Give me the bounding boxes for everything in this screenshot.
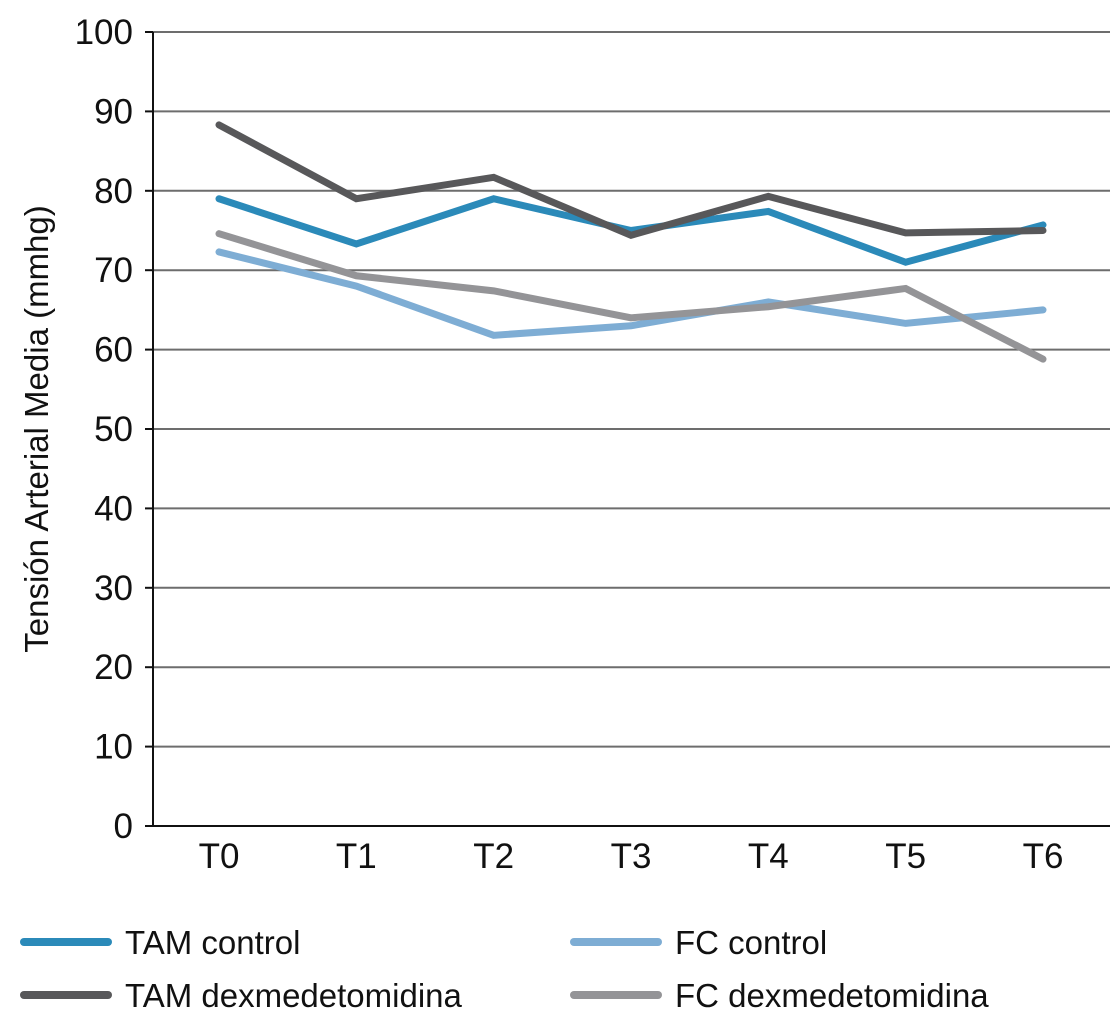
legend-item-tam-dexmedetomidina: TAM dexmedetomidina [20,977,463,1014]
legend-item-fc-dexmedetomidina: FC dexmedetomidina [570,977,989,1014]
legend: TAM control FC control TAM dexmedetomidina… [20,924,989,1014]
series-line-tam-dexmedetomidina [215,121,1047,239]
legend-label: TAM dexmedetomidina [125,977,463,1014]
y-tick-label: 0 [114,807,133,846]
y-tick-label: 100 [75,13,133,52]
y-tick-labels: 0 10 20 30 40 50 60 70 80 90 100 [75,13,133,846]
legend-item-fc-control: FC control [570,924,827,961]
y-tick-label: 40 [94,489,133,528]
y-tick-label: 20 [94,648,133,687]
y-tick-label: 30 [94,569,133,608]
x-tick-label: T4 [748,837,789,876]
y-tick-label: 50 [94,410,133,449]
y-axis-label: Tensión Arterial Media (mmhg) [18,205,55,653]
x-tick-labels: T0 T1 T2 T3 T4 T5 T6 [199,837,1064,876]
x-tick-label: T1 [336,837,377,876]
x-tick-label: T3 [611,837,652,876]
series-line-fc-dexmedetomidina [215,230,1047,363]
gridlines [145,31,1110,827]
x-tick-label: T0 [199,837,240,876]
x-tick-label: T6 [1023,837,1064,876]
series-lines [215,121,1047,363]
y-tick-label: 10 [94,728,133,767]
y-tick-label: 70 [94,251,133,290]
legend-label: TAM control [125,924,300,961]
legend-label: FC control [675,924,827,961]
x-tick-label: T5 [885,837,926,876]
y-tick-label: 90 [94,92,133,131]
x-tick-label: T2 [473,837,514,876]
legend-item-tam-control: TAM control [20,924,300,961]
legend-label: FC dexmedetomidina [675,977,989,1014]
y-tick-label: 60 [94,331,133,370]
y-tick-label: 80 [94,172,133,211]
